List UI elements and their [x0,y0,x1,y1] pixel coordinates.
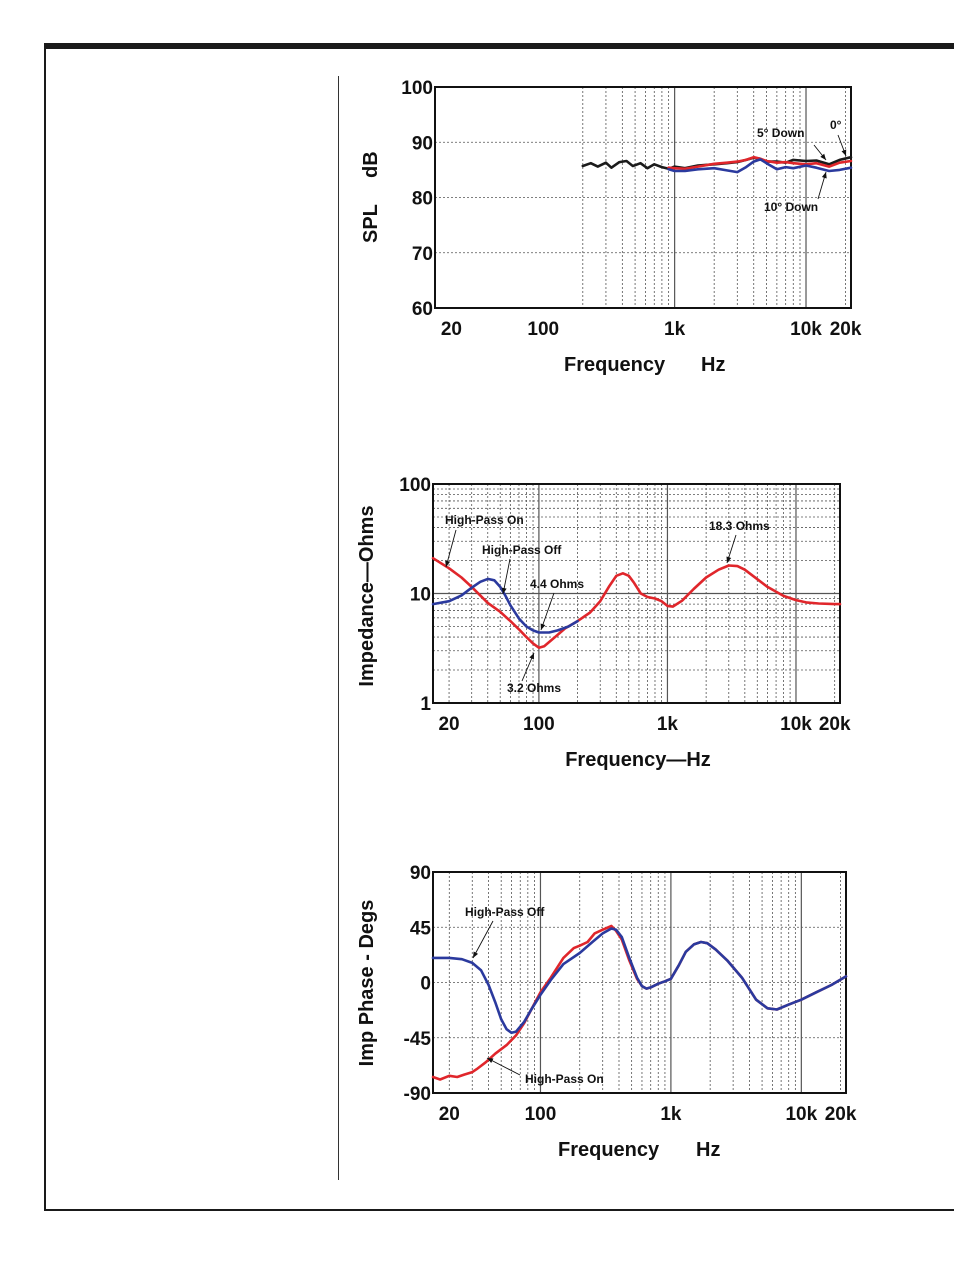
y-tick-label: 0 [420,974,431,995]
annotation-arrowhead [821,172,827,179]
x-tick-label: 100 [525,1104,557,1125]
x-tick-label: 20 [439,1104,460,1125]
series-line-high-pass-off [431,927,848,1035]
grid [433,872,846,1093]
series-line-10-down [667,158,853,174]
x-tick-label: 20k [819,714,851,735]
annotation-18-3-ohms: 18.3 Ohms [709,519,770,533]
x-tick-label: 1k [657,714,679,735]
annotation-10-down: 10° Down [764,200,818,214]
y-axis-label-spl: SPL [360,204,382,243]
series-line-high-pass-off [431,577,579,634]
grid [433,484,840,703]
plot-area-frame [432,483,841,704]
annotation-0: 0° [830,118,842,132]
x-tick-label: 1k [660,1104,682,1125]
plot-area-frame [432,871,847,1094]
annotation-leader-line [486,1057,521,1076]
x-tick-label: 10k [785,1104,817,1125]
y-tick-label: 90 [410,863,431,884]
annotation-arrowhead [473,951,479,958]
annotation-arrowhead [820,153,826,160]
y-tick-label: -45 [404,1029,432,1050]
x-tick-label: 100 [523,714,555,735]
annotation-4-4-ohms: 4.4 Ohms [530,577,584,591]
annotation-arrowhead [841,149,847,156]
series-line-high-pass-on [431,556,842,649]
x-tick-label: 1k [664,319,686,340]
y-tick-label: 45 [410,918,432,939]
annotation-5-down: 5° Down [757,126,804,140]
annotation-high-pass-off: High-Pass Off [465,905,545,919]
annotation-high-pass-on: High-Pass On [445,513,524,527]
annotation-leader-line [445,529,457,568]
y-tick-label: 100 [399,475,431,496]
x-tick-label: 20 [438,714,459,735]
x-tick-label: 100 [527,319,559,340]
plot-area-frame [434,86,852,309]
annotation-leader-line [472,920,494,959]
page-bottom-rule [44,1209,954,1211]
y-tick-label: 1 [420,694,431,715]
annotation-leader-line [540,592,555,631]
annotation-high-pass-off: High-Pass Off [482,543,562,557]
x-tick-label: 20k [825,1104,857,1125]
y-axis-label-phase: Imp Phase - Degs [356,900,378,1067]
page-left-rule [44,43,46,1211]
y-axis-label-impedance: Impedance—Ohms [356,505,378,686]
annotation-high-pass-on: High-Pass On [525,1072,604,1086]
annotation-3-2-ohms: 3.2 Ohms [507,681,561,695]
x-axis-label-hz: Hz [696,1139,720,1161]
x-tick-label: 10k [780,714,812,735]
y-axis-label-db: dB [360,151,382,178]
page-top-rule [44,43,954,49]
y-tick-label: 10 [410,585,431,606]
y-tick-label: 70 [412,244,433,265]
x-axis-label-hz: Hz [701,354,725,376]
x-axis-label-frequency: Frequency [558,1139,660,1161]
x-tick-label: 20k [830,319,862,340]
y-tick-label: 100 [401,78,433,99]
grid [435,87,851,308]
column-divider [338,76,339,1180]
annotation-arrowhead [445,560,450,567]
annotation-arrowhead [540,623,546,630]
y-tick-label: -90 [404,1084,431,1105]
x-tick-label: 20 [441,319,462,340]
y-tick-label: 60 [412,299,433,320]
annotation-arrowhead [501,587,507,594]
annotation-arrowhead [726,556,732,563]
x-tick-label: 10k [790,319,822,340]
x-axis-label-frequency: Frequency—Hz [565,749,711,771]
y-tick-label: 90 [412,133,433,154]
annotation-arrowhead [529,653,534,660]
annotation-arrowhead [487,1058,494,1063]
y-tick-label: 80 [412,189,433,210]
x-axis-label-frequency: Frequency [564,354,666,376]
